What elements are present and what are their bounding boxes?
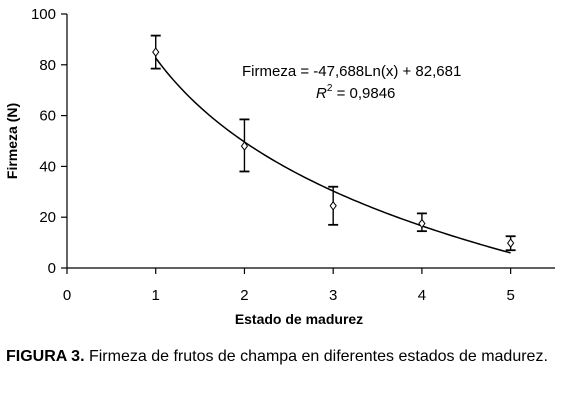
axes: 0 20 40 60 80 100 0 1 2 3 4 5 xyxy=(31,6,555,304)
data-point xyxy=(329,200,337,211)
r2-symbol: R xyxy=(316,85,327,102)
y-axis-title: Firmeza (N) xyxy=(4,103,20,179)
data-point xyxy=(418,218,426,229)
y-tick-label: 100 xyxy=(31,6,56,23)
x-axis-title: Estado de madurez xyxy=(235,311,363,327)
data-point xyxy=(152,47,160,57)
y-tick-label: 20 xyxy=(39,209,56,226)
data-points xyxy=(150,34,516,252)
x-tick-label: 2 xyxy=(240,287,248,304)
x-tick-label: 3 xyxy=(329,287,337,304)
trend-equation: Firmeza = -47,688Ln(x) + 82,681 xyxy=(242,63,461,80)
data-point xyxy=(240,141,249,151)
chart: 0 20 40 60 80 100 0 1 2 3 4 5 Estado de madurez Firm… xyxy=(4,6,555,327)
y-tick-label: 40 xyxy=(39,158,56,175)
figure-caption: FIGURA 3. Firmeza de frutos de champa en… xyxy=(6,346,558,368)
r2-value: = 0,9846 xyxy=(332,85,395,102)
x-tick-label: 4 xyxy=(418,287,426,304)
x-tick-label: 0 xyxy=(63,287,71,304)
r2-superscript: 2 xyxy=(327,83,333,94)
y-tick-label: 0 xyxy=(48,260,56,277)
axis-labels: Estado de madurez Firmeza (N) xyxy=(4,103,363,327)
y-tick-label: 60 xyxy=(39,108,56,125)
x-tick-label: 5 xyxy=(506,287,514,304)
caption-text: Firmeza de frutos de champa en diferente… xyxy=(84,348,548,365)
caption-label: FIGURA 3. xyxy=(6,348,85,365)
trend-r-squared: R2 = 0,9846 xyxy=(316,83,395,102)
y-tick-label: 80 xyxy=(39,57,56,74)
data-point xyxy=(507,238,515,248)
x-tick-label: 1 xyxy=(152,287,160,304)
